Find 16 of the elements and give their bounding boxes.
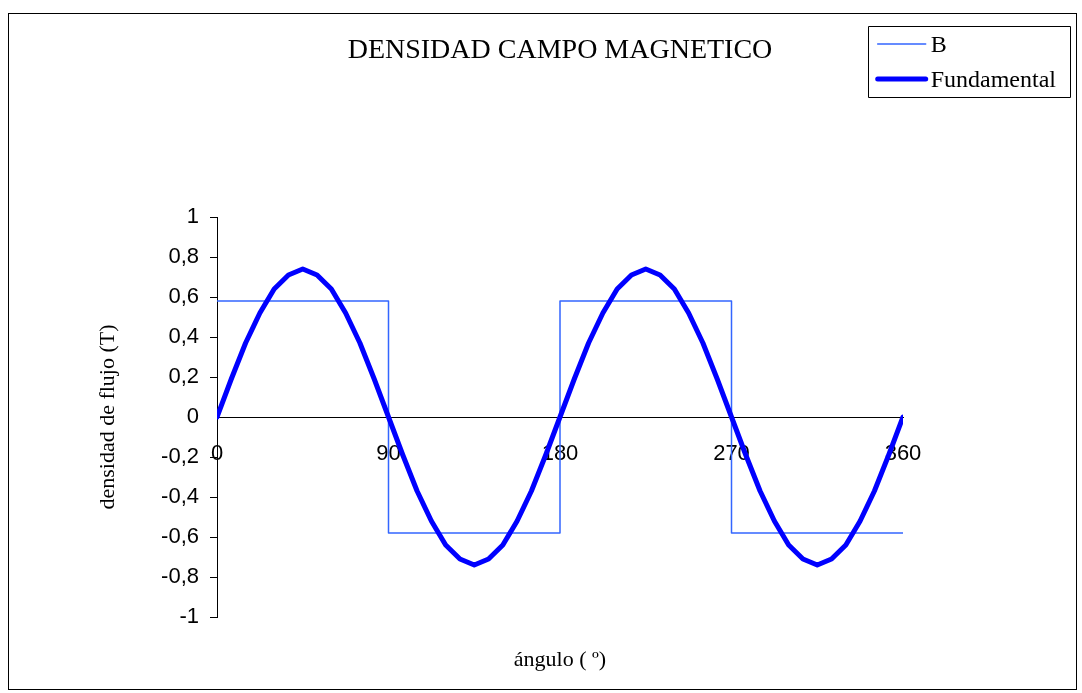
y-tick-label: 0,8 — [168, 243, 199, 269]
y-tick-label: -0,2 — [161, 443, 199, 469]
chart-title: DENSIDAD CAMPO MAGNETICO — [347, 33, 773, 65]
x-axis-title: ángulo ( º) — [513, 645, 607, 671]
legend-label: Fundamental — [930, 66, 1057, 93]
y-tick-label: -0,8 — [161, 563, 199, 589]
y-tick-label: 1 — [186, 203, 199, 229]
legend-label: B — [930, 31, 947, 58]
y-axis-title: densidad de flujo (T) — [93, 324, 119, 510]
y-tick-label: 0,6 — [168, 283, 199, 309]
y-tick-label: -1 — [179, 603, 199, 629]
y-tick-label: 0,2 — [168, 363, 199, 389]
y-tick-label: -0,4 — [161, 483, 199, 509]
y-tick-label: 0,4 — [168, 323, 199, 349]
y-tick-label: -0,6 — [161, 523, 199, 549]
y-tick-label: 0 — [186, 403, 199, 429]
